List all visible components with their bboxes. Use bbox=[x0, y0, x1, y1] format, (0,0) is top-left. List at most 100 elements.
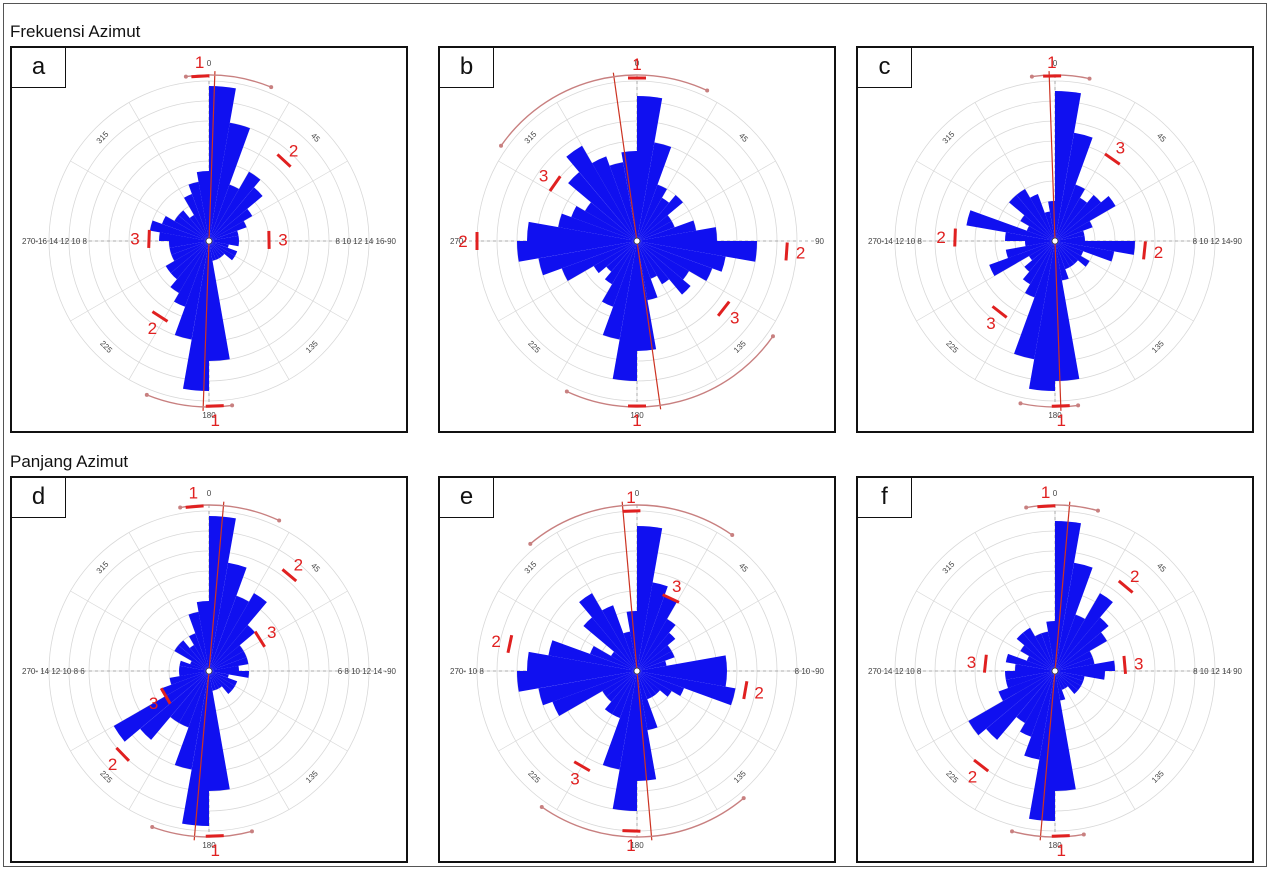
rose-petal-e-14 bbox=[637, 671, 657, 697]
rose-petal-b-5 bbox=[637, 215, 672, 241]
confidence-arc-end bbox=[705, 88, 710, 93]
rose-petal-d-27 bbox=[179, 665, 209, 671]
grid-spoke bbox=[1054, 102, 1136, 242]
rose-petal-b-33 bbox=[592, 156, 637, 241]
rose-petal-e-1 bbox=[637, 582, 668, 671]
confidence-arc-a-1 bbox=[146, 394, 233, 408]
rose-panel-b: 270- 90 315 45 225 135 0 180 1 2 2 3 3 1 b bbox=[438, 46, 836, 433]
scale-label-right-a: 8 10 12 14 16-90 bbox=[336, 237, 397, 246]
confidence-arc-end bbox=[1095, 508, 1100, 513]
rose-petal-d-9 bbox=[209, 671, 249, 678]
rose-petal-a-20 bbox=[174, 241, 209, 307]
rose-petal-f-26 bbox=[1005, 671, 1055, 680]
confidence-arc-f-1 bbox=[1011, 830, 1084, 838]
rose-petal-b-28 bbox=[558, 213, 637, 241]
rose-petal-d-13 bbox=[209, 671, 232, 694]
rose-petal-e-5 bbox=[637, 645, 672, 671]
confidence-arc-f-0 bbox=[1026, 504, 1099, 512]
rose-petal-c-26 bbox=[1025, 241, 1055, 247]
rose-petal-f-7 bbox=[1055, 657, 1095, 671]
rose-petal-a-31 bbox=[178, 210, 209, 241]
rose-petal-e-35 bbox=[626, 611, 637, 671]
rose-petal-e-2 bbox=[637, 595, 677, 671]
rose-petal-c-2 bbox=[1055, 184, 1085, 241]
rose-petal-f-21 bbox=[1016, 671, 1055, 723]
rose-petal-b-34 bbox=[609, 162, 637, 241]
rose-petal-b-30 bbox=[585, 202, 637, 241]
rose-petal-e-7 bbox=[637, 660, 667, 671]
direction-label-0-a: 0 bbox=[207, 59, 212, 68]
rose-petal-e-13 bbox=[637, 671, 660, 694]
rose-petal-e-28 bbox=[548, 640, 637, 671]
rose-petal-d-19 bbox=[174, 671, 209, 770]
rose-petal-e-32 bbox=[579, 593, 637, 671]
marker-label-b-5: 1 bbox=[632, 411, 641, 430]
marker-label-f-3: 3 bbox=[967, 653, 976, 672]
rose-petal-e-15 bbox=[637, 671, 652, 700]
rose-petal-e-8 bbox=[637, 655, 727, 671]
direction-label-45-c: 45 bbox=[1155, 131, 1168, 144]
center-point-c bbox=[1051, 237, 1059, 245]
marker-label-e-3: 2 bbox=[754, 684, 763, 703]
marker-label-a-3: 3 bbox=[130, 229, 139, 248]
rose-petal-f-33 bbox=[1035, 633, 1055, 671]
direction-label-45-e: 45 bbox=[737, 561, 750, 574]
rose-petal-b-15 bbox=[637, 241, 657, 279]
rose-petal-c-16 bbox=[1055, 241, 1069, 281]
rose-petal-b-0 bbox=[637, 96, 663, 241]
marker-bar-c-2 bbox=[953, 228, 957, 247]
rose-petal-a-23 bbox=[165, 241, 209, 274]
rose-petal-d-28 bbox=[179, 660, 209, 671]
rose-petal-c-9 bbox=[1055, 241, 1135, 255]
rose-petal-c-28 bbox=[966, 210, 1055, 241]
marker-label-c-0: 1 bbox=[1047, 53, 1056, 72]
confidence-arc-end bbox=[183, 74, 188, 79]
grid-spoke bbox=[208, 670, 290, 810]
rose-petal-f-32 bbox=[1022, 627, 1055, 671]
confidence-arc-end bbox=[1081, 832, 1086, 837]
marker-label-a-4: 3 bbox=[278, 231, 287, 250]
rose-petal-d-16 bbox=[209, 671, 216, 691]
direction-label-0-e: 0 bbox=[635, 489, 640, 498]
rose-petal-a-19 bbox=[174, 241, 209, 340]
rose-petal-d-31 bbox=[178, 640, 209, 671]
grid-spoke bbox=[1054, 670, 1136, 810]
marker-bar-b-4 bbox=[716, 300, 731, 317]
rose-petal-d-26 bbox=[179, 671, 209, 677]
direction-label-180-a: 180 bbox=[202, 411, 216, 420]
rose-petal-e-27 bbox=[527, 651, 637, 671]
rose-petal-f-17 bbox=[1055, 671, 1076, 791]
rose-petal-a-28 bbox=[149, 220, 209, 241]
rose-petal-b-14 bbox=[637, 241, 670, 285]
rose-petal-d-15 bbox=[209, 671, 219, 690]
rose-petal-e-33 bbox=[602, 605, 637, 671]
rose-petal-e-9 bbox=[637, 671, 727, 687]
rose-petal-e-23 bbox=[602, 671, 637, 697]
rose-petal-b-25 bbox=[538, 241, 637, 276]
marker-label-c-4: 3 bbox=[986, 314, 995, 333]
rose-petal-a-6 bbox=[209, 221, 247, 241]
rose-petal-c-20 bbox=[1025, 241, 1055, 298]
rose-petal-c-35 bbox=[1048, 201, 1055, 241]
marker-label-f-4: 2 bbox=[968, 768, 977, 787]
rose-petal-c-30 bbox=[1020, 215, 1055, 241]
rose-petal-a-16 bbox=[209, 241, 216, 261]
confidence-arc-end bbox=[1018, 401, 1023, 406]
rose-petal-a-13 bbox=[209, 241, 225, 257]
rose-petal-c-21 bbox=[1022, 241, 1055, 285]
rose-petal-a-21 bbox=[170, 241, 209, 293]
marker-label-c-5: 1 bbox=[1057, 411, 1066, 430]
marker-bar-f-1 bbox=[1117, 579, 1134, 594]
direction-label-45-d: 45 bbox=[309, 561, 322, 574]
scale-label-right-c: 8 10 12 14-90 bbox=[1193, 237, 1243, 246]
grid-spoke bbox=[1054, 240, 1194, 322]
rose-petal-f-27 bbox=[1015, 664, 1055, 671]
panel-label-c: c bbox=[858, 48, 912, 88]
grid-spoke bbox=[70, 590, 210, 672]
marker-label-d-4: 2 bbox=[108, 755, 117, 774]
rose-petal-c-31 bbox=[1009, 195, 1055, 241]
direction-label-45-a: 45 bbox=[309, 131, 322, 144]
rose-petal-d-22 bbox=[140, 671, 209, 740]
